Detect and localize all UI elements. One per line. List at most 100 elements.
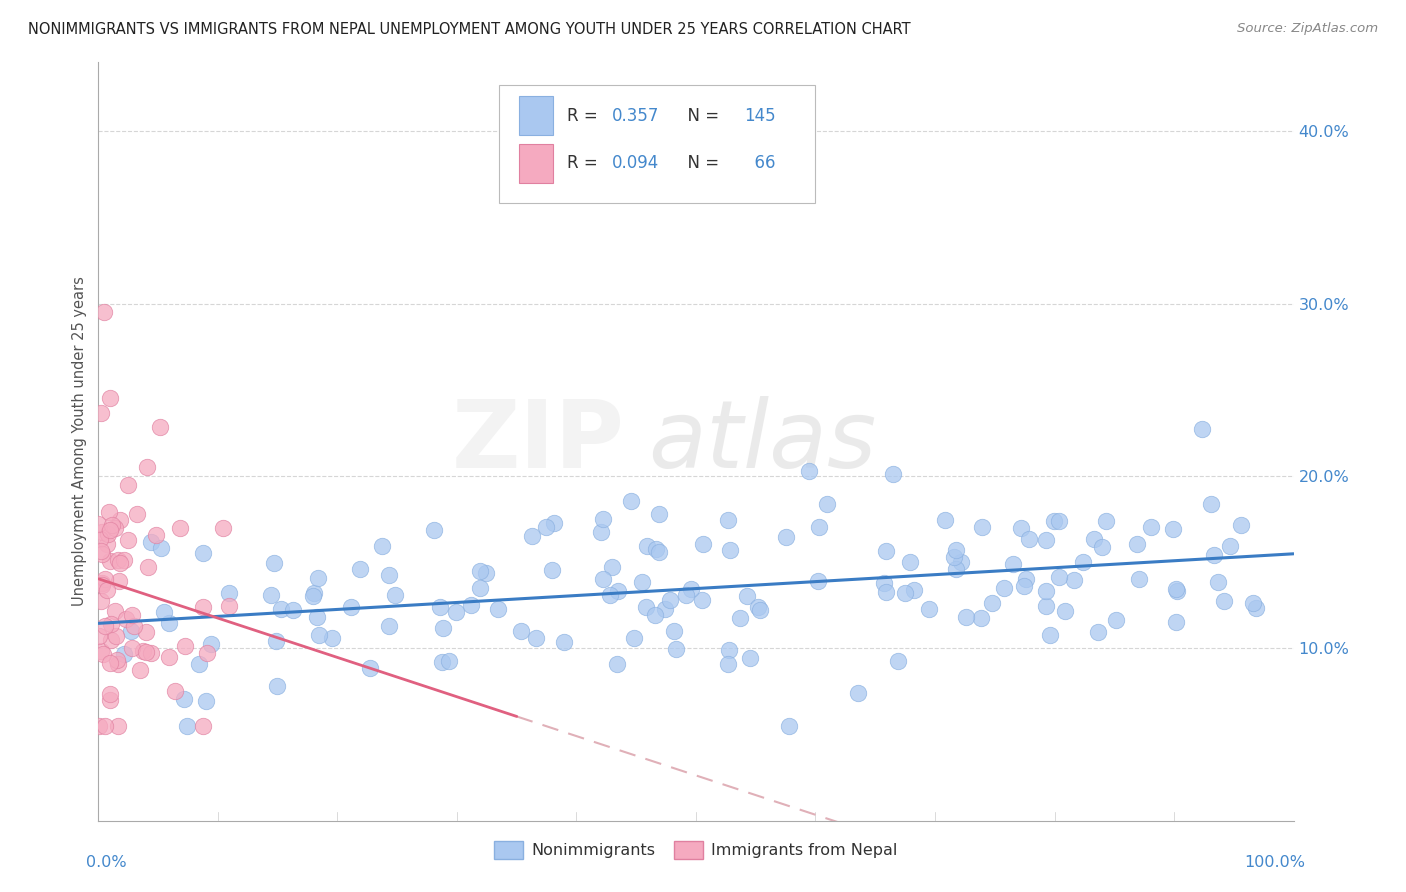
Bar (519, 144, 553, 183)
Point (898, 555, 921, 569)
Point (94, 719, 117, 733)
Point (94, 619, 117, 633)
Point (129, 663, 152, 677)
Point (218, 586, 240, 600)
Text: atlas: atlas (648, 396, 876, 487)
Point (150, 541, 173, 555)
Point (281, 603, 304, 617)
Point (1140, 520, 1163, 534)
Point (176, 719, 198, 733)
Point (875, 585, 897, 599)
Point (934, 513, 956, 527)
Point (893, 586, 915, 600)
Point (607, 584, 630, 599)
Point (432, 655, 454, 669)
Point (658, 592, 681, 607)
Point (1018, 532, 1040, 546)
Y-axis label: Unemployment Among Youth under 25 years: Unemployment Among Youth under 25 years (72, 277, 87, 607)
Text: 0.357: 0.357 (613, 106, 659, 125)
Point (747, 599, 769, 614)
Text: R =: R = (567, 154, 603, 172)
Point (1206, 574, 1229, 589)
Point (308, 628, 330, 642)
Point (103, 605, 125, 619)
Point (690, 593, 713, 607)
Point (1244, 601, 1267, 615)
Point (90, 594, 112, 608)
Text: 100.0%: 100.0% (1244, 855, 1306, 870)
Point (486, 602, 509, 616)
Point (636, 539, 658, 553)
Point (112, 647, 135, 661)
Point (97, 526, 120, 541)
Point (648, 545, 671, 559)
Point (1105, 613, 1128, 627)
Point (470, 582, 492, 596)
Point (1166, 584, 1188, 599)
Point (101, 518, 124, 533)
Point (600, 560, 623, 574)
Point (100, 633, 122, 648)
Point (1166, 582, 1188, 596)
Point (120, 624, 142, 638)
Point (807, 574, 830, 589)
Point (378, 619, 401, 633)
Point (139, 647, 162, 661)
Point (1128, 572, 1150, 586)
Point (846, 686, 869, 700)
Point (1043, 514, 1066, 528)
Point (1047, 570, 1070, 584)
Point (191, 599, 214, 614)
Point (87, 628, 110, 642)
Point (136, 559, 159, 574)
Point (942, 550, 965, 565)
Point (1035, 584, 1057, 599)
Point (1230, 518, 1253, 533)
Point (1191, 422, 1213, 436)
Point (90, 524, 112, 539)
Point (135, 460, 157, 475)
Point (1002, 558, 1025, 572)
Point (591, 525, 613, 540)
Point (644, 608, 666, 623)
Point (1053, 604, 1076, 618)
Point (384, 588, 406, 602)
Point (100, 617, 122, 632)
Point (194, 694, 217, 708)
Point (981, 595, 1004, 609)
Point (429, 599, 451, 614)
Point (195, 646, 218, 660)
Point (1035, 533, 1057, 547)
Point (1126, 536, 1149, 550)
Text: R =: R = (567, 106, 603, 125)
Point (98, 523, 121, 537)
Point (122, 618, 145, 632)
Text: 66: 66 (744, 154, 775, 172)
Point (970, 611, 993, 625)
Point (378, 567, 401, 582)
Point (132, 644, 155, 658)
Point (93, 305, 115, 319)
Point (349, 562, 371, 576)
Point (645, 541, 668, 556)
Point (187, 657, 209, 671)
Legend: Nonimmigrants, Immigrants from Nepal: Nonimmigrants, Immigrants from Nepal (488, 835, 904, 866)
Point (1095, 514, 1118, 528)
Point (692, 537, 714, 551)
Point (654, 602, 676, 616)
Point (263, 556, 285, 570)
Point (105, 653, 128, 667)
Point (264, 634, 287, 648)
Point (105, 628, 128, 642)
Text: 0.0%: 0.0% (87, 855, 127, 870)
Point (302, 589, 325, 603)
Point (104, 521, 127, 535)
Point (1010, 521, 1032, 535)
Point (945, 562, 967, 576)
Point (96, 537, 118, 551)
Point (135, 645, 157, 659)
Point (460, 598, 482, 612)
Point (738, 651, 761, 665)
Point (636, 600, 658, 615)
Point (1166, 615, 1188, 630)
